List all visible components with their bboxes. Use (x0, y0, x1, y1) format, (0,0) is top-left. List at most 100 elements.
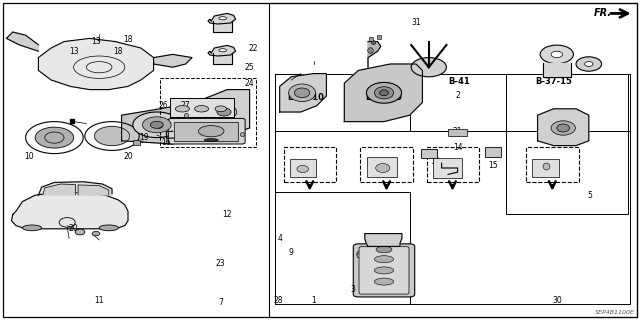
Bar (485, 147, 501, 157)
Polygon shape (195, 90, 250, 134)
Polygon shape (43, 184, 76, 195)
Bar (133, 140, 140, 145)
Text: 13: 13 (91, 37, 101, 46)
Text: SEP4B1100E: SEP4B1100E (595, 310, 635, 315)
Text: B-53-10: B-53-10 (365, 93, 403, 102)
Ellipse shape (576, 57, 602, 71)
Text: 4: 4 (278, 234, 283, 243)
Polygon shape (38, 38, 154, 90)
Ellipse shape (219, 49, 227, 52)
Text: 10: 10 (24, 152, 34, 161)
Text: 25: 25 (244, 63, 255, 72)
Ellipse shape (215, 106, 227, 112)
Text: 21: 21 (453, 127, 462, 136)
Text: 20: 20 (68, 224, 79, 233)
Ellipse shape (143, 117, 172, 133)
Polygon shape (12, 192, 128, 229)
Text: 18: 18 (124, 36, 132, 44)
Ellipse shape (99, 225, 118, 231)
Polygon shape (213, 21, 232, 32)
Ellipse shape (585, 61, 593, 67)
Polygon shape (344, 64, 422, 122)
Text: 3: 3 (359, 277, 364, 286)
Text: 1: 1 (311, 296, 316, 305)
Ellipse shape (95, 126, 129, 146)
Ellipse shape (133, 112, 181, 138)
Text: 16: 16 (161, 138, 172, 147)
Ellipse shape (374, 87, 394, 99)
Text: 2: 2 (455, 92, 460, 100)
Text: 19: 19 (139, 133, 149, 142)
Text: B-13-10: B-13-10 (287, 93, 324, 102)
Bar (421, 149, 437, 158)
Text: 31: 31 (411, 18, 421, 27)
Polygon shape (368, 42, 381, 67)
Text: 23: 23 (216, 260, 226, 268)
Text: 14: 14 (452, 143, 463, 152)
Ellipse shape (366, 82, 402, 103)
Text: 20: 20 (123, 152, 133, 161)
Text: 11: 11 (95, 296, 104, 305)
Text: B-37-15: B-37-15 (535, 77, 572, 86)
Ellipse shape (35, 127, 74, 148)
Ellipse shape (204, 139, 218, 142)
Ellipse shape (374, 278, 394, 285)
Bar (448, 129, 467, 136)
Bar (275, 74, 630, 304)
Text: 13: 13 (68, 47, 79, 56)
Text: 12: 12 (223, 210, 232, 219)
Ellipse shape (217, 108, 231, 116)
Bar (427, 147, 479, 182)
Text: B-41: B-41 (449, 77, 470, 86)
Ellipse shape (150, 121, 163, 128)
Text: 22: 22 (248, 44, 257, 53)
Text: 30: 30 (552, 296, 562, 305)
Text: 9: 9 (289, 248, 294, 257)
Text: FR.: FR. (594, 8, 612, 19)
Text: 17: 17 (158, 120, 168, 129)
Polygon shape (213, 53, 232, 64)
Ellipse shape (92, 231, 100, 236)
Polygon shape (280, 74, 326, 112)
Bar (360, 147, 413, 182)
FancyBboxPatch shape (353, 244, 415, 297)
Polygon shape (208, 45, 236, 56)
Ellipse shape (219, 17, 227, 20)
Bar (367, 157, 397, 177)
Text: 6: 6 (356, 252, 361, 260)
Bar (160, 78, 256, 147)
Bar (269, 3, 637, 317)
Ellipse shape (211, 105, 237, 119)
Text: 3: 3 (351, 285, 356, 294)
Ellipse shape (551, 121, 575, 135)
Bar (532, 159, 559, 177)
Ellipse shape (297, 165, 308, 172)
Text: 15: 15 (488, 161, 498, 170)
Text: 29: 29 (225, 130, 236, 139)
Text: 24: 24 (244, 79, 255, 88)
Ellipse shape (198, 126, 224, 137)
Ellipse shape (380, 90, 388, 96)
Ellipse shape (22, 225, 42, 231)
Text: 26: 26 (158, 101, 168, 110)
Polygon shape (365, 234, 402, 246)
Ellipse shape (557, 124, 570, 132)
Ellipse shape (374, 256, 394, 263)
Text: 7: 7 (218, 298, 223, 307)
Bar (433, 158, 462, 178)
Polygon shape (208, 13, 236, 24)
Bar (506, 74, 628, 214)
Ellipse shape (376, 164, 390, 172)
FancyBboxPatch shape (359, 247, 409, 294)
Ellipse shape (289, 84, 316, 102)
Ellipse shape (551, 51, 563, 58)
Ellipse shape (376, 246, 392, 253)
Text: 28: 28 (274, 296, 283, 305)
Ellipse shape (374, 267, 394, 274)
Ellipse shape (175, 106, 189, 112)
Bar (174, 122, 238, 141)
Polygon shape (6, 32, 38, 51)
Ellipse shape (540, 45, 573, 64)
Ellipse shape (294, 88, 310, 98)
Ellipse shape (195, 106, 209, 112)
